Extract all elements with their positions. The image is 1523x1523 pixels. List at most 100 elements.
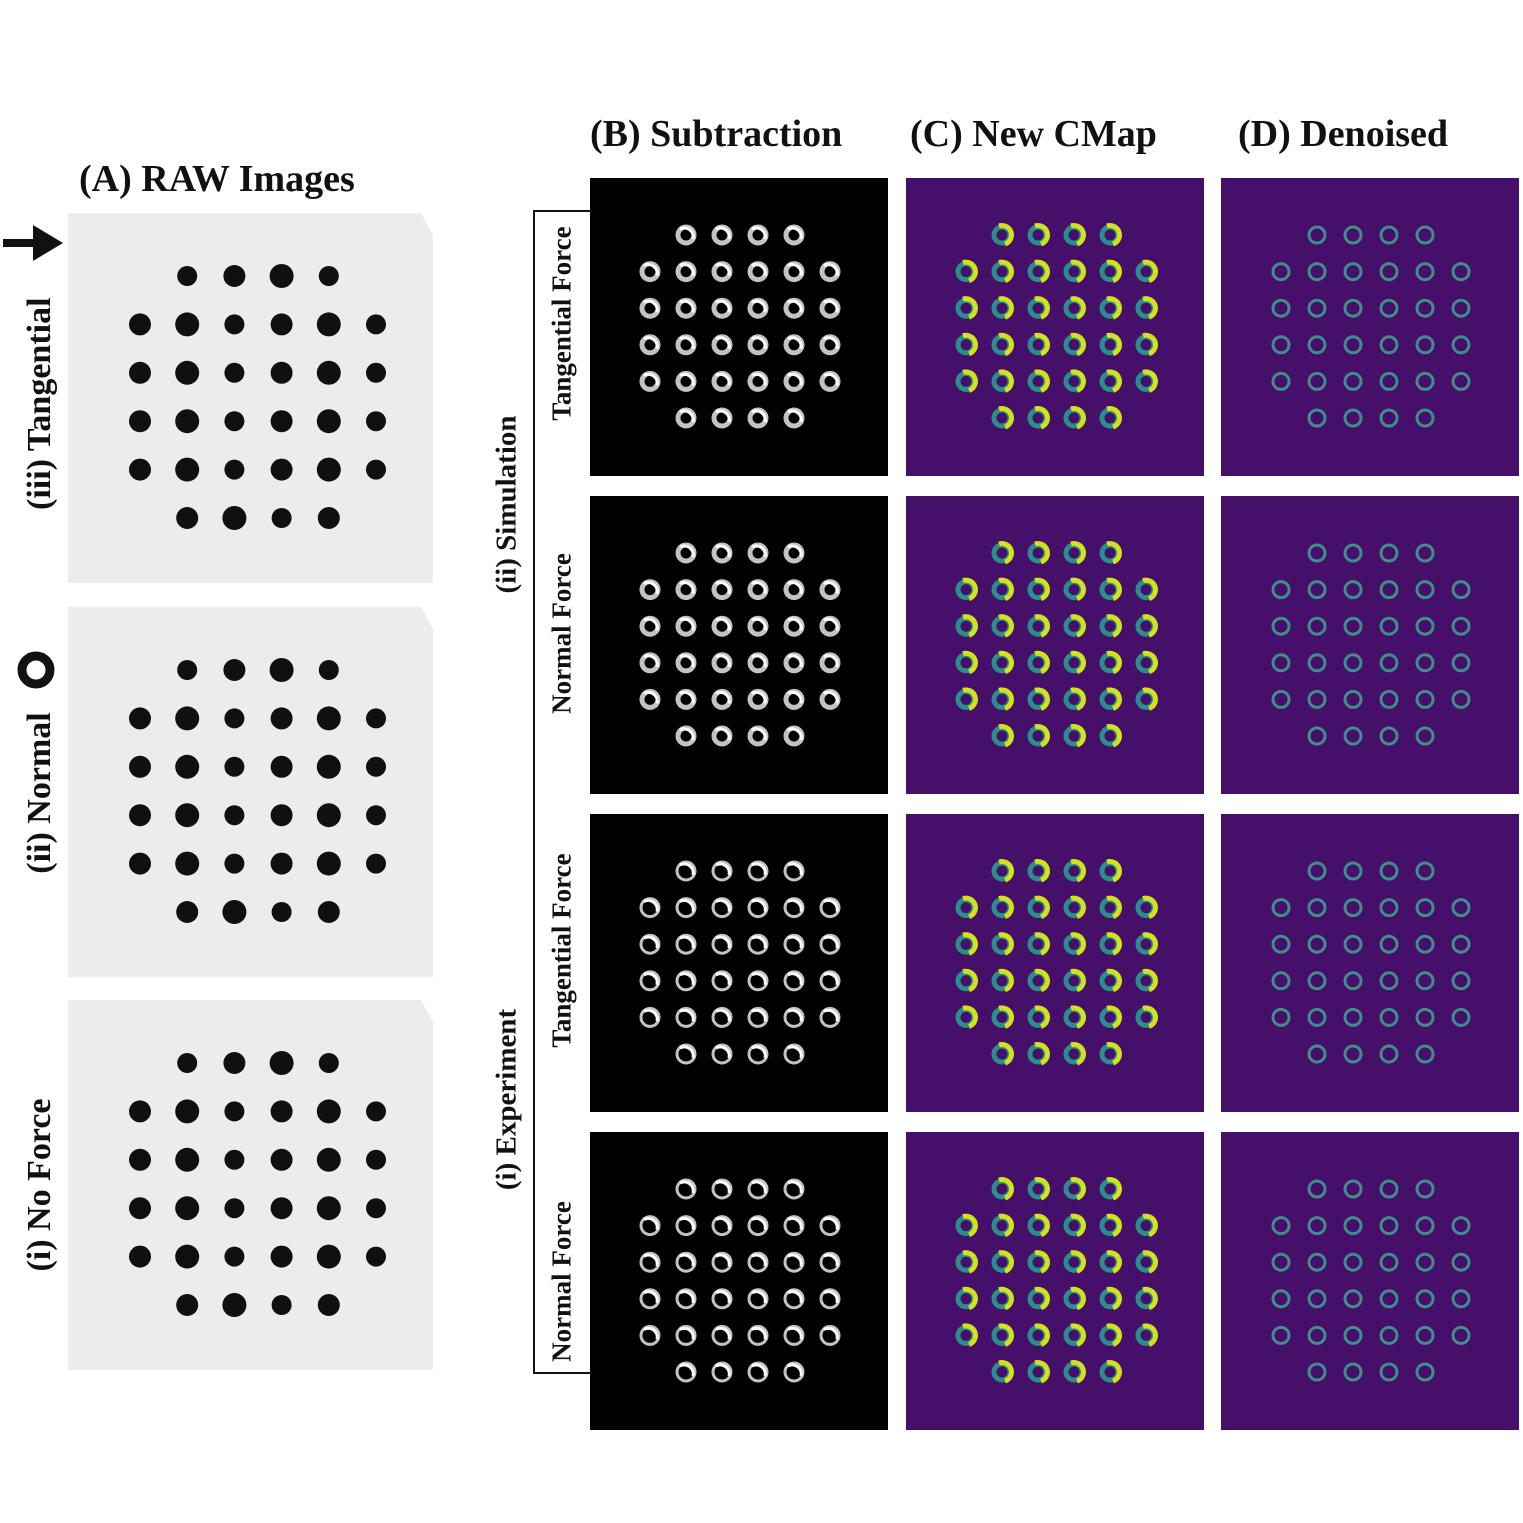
subtraction-highlight: [823, 1326, 839, 1340]
denoised-marker: [1271, 1289, 1291, 1309]
subtraction-highlight: [751, 935, 767, 949]
raw-marker-dot: [129, 1148, 151, 1171]
cmap-highlight: [1034, 259, 1050, 283]
raw-row-label-normal: (ii) Normal: [21, 712, 58, 874]
denoised-marker: [1379, 1252, 1399, 1272]
subtraction-marker: [639, 1324, 661, 1346]
subtraction-highlight: [679, 372, 695, 386]
subtraction-highlight: [787, 690, 803, 704]
denoised-marker: [1271, 689, 1291, 709]
cmap-highlight: [962, 577, 978, 601]
subtraction-highlight: [823, 372, 839, 386]
raw-marker-dot: [366, 314, 386, 335]
force-label-exp-normal: Normal Force: [546, 1201, 577, 1362]
raw-marker-dot: [224, 314, 245, 335]
column-title-cmap: (C) New CMap: [910, 113, 1157, 155]
column-title-raw: (A) RAW Images: [79, 158, 355, 200]
raw-marker-dot: [366, 459, 386, 480]
subtraction-highlight: [679, 1180, 695, 1194]
cmap-highlight: [1070, 650, 1086, 675]
subtraction-marker: [783, 1215, 805, 1237]
subtraction-highlight: [679, 862, 695, 876]
subtraction-highlight: [787, 336, 803, 350]
cmap-highlight: [1034, 1177, 1050, 1201]
denoised-marker: [1379, 335, 1399, 355]
raw-marker-dot: [316, 706, 341, 731]
cmap-highlight: [1034, 223, 1050, 247]
denoised-marker: [1271, 616, 1291, 636]
raw-marker-dot: [366, 362, 386, 383]
subtraction-marker: [675, 860, 697, 882]
cmap-highlight: [1034, 724, 1050, 748]
subtraction-highlight: [751, 1008, 767, 1022]
denoised-marker: [1343, 1044, 1363, 1064]
raw-marker-dot: [317, 507, 340, 529]
denoised-marker: [1415, 1362, 1435, 1382]
cmap-highlight: [1070, 223, 1086, 247]
denoised-marker: [1343, 543, 1363, 563]
denoised-marker: [1379, 861, 1399, 881]
raw-marker-dot: [175, 803, 200, 828]
subtraction-marker: [747, 1324, 769, 1346]
subtraction-highlight: [787, 299, 803, 313]
raw-marker-dot: [269, 264, 294, 288]
subtraction-marker: [639, 933, 661, 955]
raw-row-label-tangential: (iii) Tangential: [21, 297, 58, 510]
raw-panel-tangential: [68, 213, 433, 583]
subtraction-highlight: [823, 1253, 839, 1267]
denoised-marker: [1343, 1289, 1363, 1309]
cmap-highlight: [1142, 369, 1158, 393]
cmap-highlight: [1034, 1323, 1050, 1347]
subtraction-highlight: [679, 263, 695, 276]
subtraction-highlight: [751, 972, 767, 986]
raw-marker-dot: [318, 660, 339, 680]
cmap-highlight: [1106, 614, 1122, 638]
denoised-marker: [1379, 262, 1399, 282]
raw-marker-dot: [270, 852, 293, 875]
raw-panel-normal: [68, 607, 433, 977]
cmap-highlight: [1070, 1177, 1086, 1201]
subtraction-highlight: [715, 263, 731, 276]
column-title-denoised: (D) Denoised: [1238, 113, 1449, 155]
denoised-marker: [1415, 543, 1435, 563]
cmap-highlight: [1142, 259, 1158, 283]
raw-marker-dot: [316, 1196, 341, 1221]
subtraction-highlight: [679, 935, 695, 949]
subtraction-marker: [819, 1215, 841, 1237]
raw-marker-dot: [129, 1245, 151, 1268]
denoised-marker: [1307, 298, 1327, 318]
cmap-highlight: [1142, 296, 1158, 320]
denoised-marker: [1379, 1044, 1399, 1064]
subtraction-highlight: [751, 1326, 767, 1340]
raw-marker-dot: [176, 1294, 199, 1316]
cmap-highlight: [1034, 1005, 1050, 1029]
cmap-highlight: [1034, 650, 1050, 675]
subtraction-marker: [639, 897, 661, 919]
denoised-marker: [1271, 298, 1291, 318]
cmap-highlight: [962, 932, 978, 956]
subtraction-marker: [711, 1251, 733, 1273]
subtraction-marker: [747, 897, 769, 919]
cmap-highlight: [1106, 932, 1122, 956]
cmap-highlight: [1142, 1250, 1158, 1274]
denoised-marker: [1307, 898, 1327, 918]
cmap-highlight: [1106, 650, 1122, 675]
subtraction-highlight: [787, 1363, 803, 1377]
denoised-marker: [1343, 653, 1363, 673]
cmap-highlight: [1070, 724, 1086, 748]
subtraction-marker: [711, 897, 733, 919]
denoised-marker: [1415, 726, 1435, 746]
cmap-highlight: [1142, 614, 1158, 638]
cmap-highlight: [1106, 406, 1122, 430]
cmap-highlight: [962, 1213, 978, 1237]
cmap-highlight: [1106, 1177, 1122, 1201]
cmap-highlight: [998, 1213, 1014, 1237]
raw-marker-dot: [222, 900, 247, 924]
cmap-highlight: [1142, 1005, 1158, 1029]
subtraction-highlight: [715, 226, 731, 240]
subtraction-marker: [783, 860, 805, 882]
denoised-marker: [1307, 653, 1327, 673]
denoised-marker: [1307, 335, 1327, 355]
raw-marker-dot: [177, 660, 198, 680]
denoised-marker: [1451, 262, 1471, 282]
